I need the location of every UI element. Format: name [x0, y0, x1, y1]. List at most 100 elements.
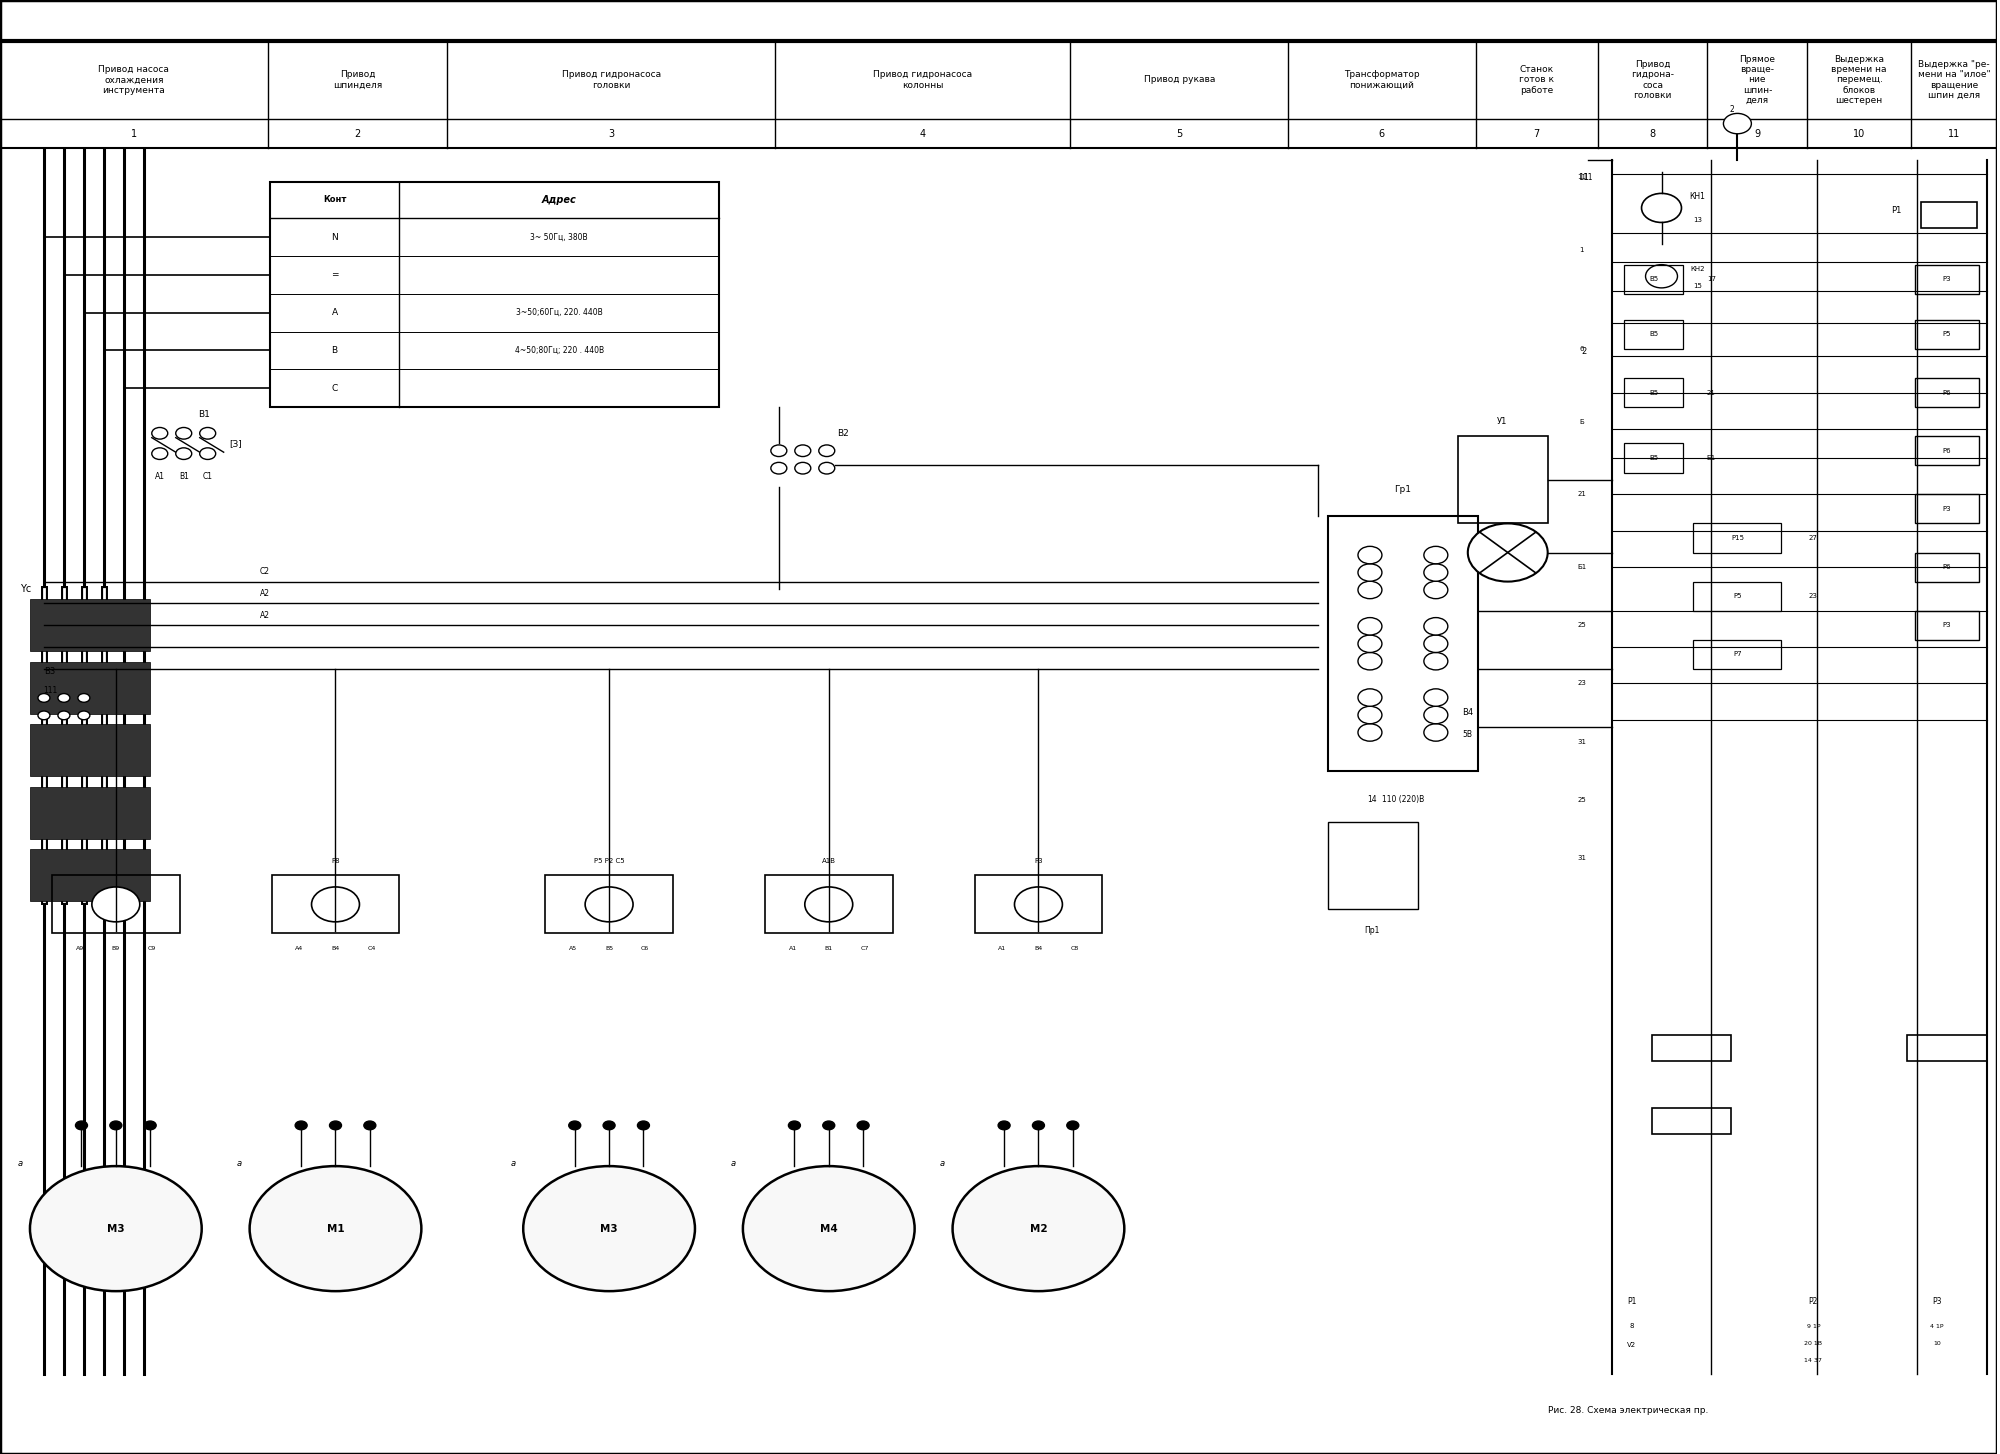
Text: A5: A5: [570, 945, 578, 951]
Circle shape: [770, 462, 786, 474]
Text: Привод рукава: Привод рукава: [1144, 76, 1214, 84]
Text: а: а: [730, 1159, 736, 1168]
Text: P3: P3: [1034, 858, 1042, 864]
Circle shape: [524, 1166, 694, 1291]
Text: а: а: [18, 1159, 22, 1168]
Text: Пр1: Пр1: [1364, 926, 1380, 935]
Circle shape: [1646, 265, 1678, 288]
Circle shape: [604, 1121, 616, 1130]
Circle shape: [638, 1121, 650, 1130]
Text: P3: P3: [1932, 1297, 1942, 1306]
Text: Выдержка
времени на
перемещ.
блоков
шестерен: Выдержка времени на перемещ. блоков шест…: [1832, 55, 1886, 105]
Text: 11: 11: [1578, 173, 1588, 182]
Circle shape: [200, 427, 216, 439]
Circle shape: [1358, 547, 1382, 564]
Bar: [1652, 1108, 1732, 1134]
Circle shape: [78, 711, 90, 720]
Text: P5 P2 C5: P5 P2 C5: [594, 858, 624, 864]
Text: Р6: Р6: [1942, 448, 1952, 454]
Text: 10: 10: [1854, 129, 1866, 138]
Text: B2: B2: [836, 429, 848, 438]
Text: Адрес: Адрес: [542, 195, 576, 205]
Circle shape: [1358, 724, 1382, 742]
Bar: [1328, 516, 1478, 771]
Circle shape: [858, 1121, 870, 1130]
Text: В5: В5: [1648, 332, 1658, 337]
Text: 9: 9: [1754, 129, 1760, 138]
Bar: [1328, 822, 1418, 909]
Text: B4: B4: [332, 945, 340, 951]
Circle shape: [200, 448, 216, 459]
Text: C: C: [332, 384, 338, 393]
Text: В5: В5: [1648, 390, 1658, 395]
Circle shape: [1014, 887, 1062, 922]
Circle shape: [92, 887, 140, 922]
Text: B1: B1: [824, 945, 832, 951]
Text: 25: 25: [1578, 797, 1586, 803]
Text: 11: 11: [1948, 129, 1960, 138]
Text: 111: 111: [42, 686, 58, 695]
Circle shape: [568, 1121, 580, 1130]
Text: [З]: [З]: [230, 439, 242, 448]
Circle shape: [998, 1121, 1010, 1130]
Circle shape: [1424, 582, 1448, 599]
Circle shape: [1424, 618, 1448, 635]
Text: КН2: КН2: [1690, 266, 1704, 272]
Circle shape: [1424, 635, 1448, 653]
Circle shape: [176, 448, 192, 459]
Text: B4: B4: [1034, 945, 1042, 951]
Text: =: =: [330, 270, 338, 279]
Text: 8: 8: [1630, 1323, 1634, 1329]
Text: 21: 21: [1708, 390, 1716, 395]
Text: 2: 2: [1582, 348, 1586, 356]
Text: М1: М1: [326, 1224, 344, 1233]
Circle shape: [1032, 1121, 1044, 1130]
Text: B3: B3: [44, 667, 56, 676]
Text: 4: 4: [920, 129, 926, 138]
Text: A: A: [332, 308, 338, 317]
Circle shape: [38, 694, 50, 702]
Bar: [52, 875, 180, 933]
Text: Р6: Р6: [1942, 564, 1952, 570]
Text: Привод гидронасоса
головки: Привод гидронасоса головки: [562, 70, 660, 90]
Text: 25: 25: [1578, 622, 1586, 628]
Text: М3: М3: [108, 1224, 124, 1233]
Text: 5: 5: [1176, 129, 1182, 138]
Text: V2: V2: [1626, 1342, 1636, 1348]
Bar: [1922, 202, 1978, 228]
Text: A1: A1: [998, 945, 1006, 951]
Circle shape: [1424, 689, 1448, 707]
Bar: [1916, 378, 1980, 407]
Text: C9: C9: [148, 945, 156, 951]
Text: 3~ 50Гц, 380В: 3~ 50Гц, 380В: [530, 233, 588, 241]
Circle shape: [78, 694, 90, 702]
Text: Р5: Р5: [1942, 332, 1952, 337]
Circle shape: [58, 694, 70, 702]
Circle shape: [788, 1121, 800, 1130]
Text: A4: A4: [296, 945, 304, 951]
Text: 6: 6: [1378, 129, 1384, 138]
Text: В5: В5: [1648, 455, 1658, 461]
Circle shape: [1358, 618, 1382, 635]
Text: 5В: 5В: [1462, 730, 1472, 739]
Text: а: а: [238, 1159, 242, 1168]
Text: N: N: [332, 233, 338, 241]
Text: B9: B9: [112, 945, 120, 951]
Text: Станок
готов к
работе: Станок готов к работе: [1520, 65, 1554, 95]
Text: Р6: Р6: [1942, 390, 1952, 395]
Circle shape: [586, 887, 634, 922]
Circle shape: [1358, 689, 1382, 707]
Bar: [1624, 265, 1684, 294]
Text: C6: C6: [640, 945, 650, 951]
Text: B5: B5: [606, 945, 614, 951]
Bar: [1916, 265, 1980, 294]
Text: 1: 1: [1580, 247, 1584, 253]
Text: A1: A1: [788, 945, 796, 951]
Text: C2: C2: [260, 567, 270, 576]
Circle shape: [804, 887, 852, 922]
Text: Привод
шпинделя: Привод шпинделя: [332, 70, 382, 90]
Text: Прямое
враще-
ние
шпин-
деля: Прямое враще- ние шпин- деля: [1740, 55, 1776, 105]
Text: 7: 7: [1534, 129, 1540, 138]
Text: 27: 27: [1808, 535, 1818, 541]
Bar: [30, 787, 150, 839]
